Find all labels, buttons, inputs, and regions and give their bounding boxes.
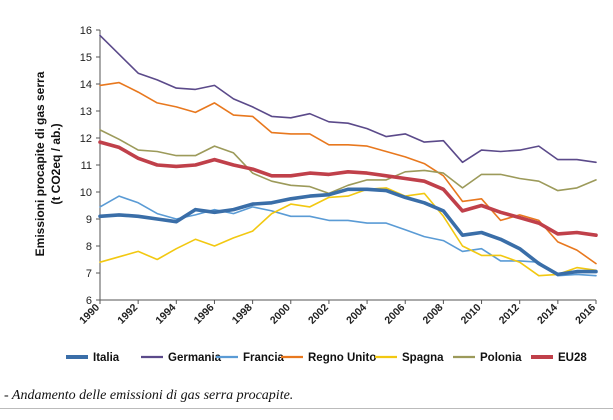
figure-caption: - Andamento delle emissioni di gas serra…: [4, 388, 294, 403]
legend-label: EU28: [558, 352, 587, 364]
emissions-line-chart: 6 7 8 9 10 11 12 13 14 15 16 1990 1992 1994 1996 1998 2…: [33, 25, 598, 364]
x-tick-label: 2006: [382, 302, 407, 327]
y-tick-label: 7: [86, 268, 92, 280]
x-axis: 1990 1992 1994 1996 1998 2000 2002 2004 2006 2008…: [77, 299, 598, 327]
legend-label: Spagna: [402, 352, 444, 364]
x-tick-label: 2002: [306, 302, 331, 327]
y-tick-label: 10: [80, 187, 92, 199]
x-tick-label: 1992: [115, 302, 140, 327]
caption-divider: [0, 408, 613, 409]
x-tick-label: 2016: [573, 302, 598, 327]
y-tick-label: 16: [80, 25, 92, 37]
x-tick-label: 1994: [153, 302, 178, 327]
y-axis: 6 7 8 9 10 11 12 13 14 15 16: [80, 25, 101, 307]
x-tick-label: 2010: [459, 302, 484, 327]
x-tick-label: 2004: [344, 302, 369, 327]
legend-label: Regno Unito: [308, 352, 376, 364]
legend-label: Polonia: [480, 352, 522, 364]
y-tick-label: 15: [80, 52, 92, 64]
legend-label: Italia: [93, 352, 120, 364]
series-line-polonia: [99, 129, 597, 195]
y-tick-label: 14: [80, 79, 92, 91]
x-tick-label: 2008: [421, 302, 446, 327]
y-axis-title-line1: Emissioni procapite di gas serra: [33, 71, 47, 256]
y-tick-label: 8: [86, 241, 92, 253]
x-tick-label: 1990: [77, 302, 102, 327]
x-tick-label: 1996: [192, 302, 217, 327]
y-tick-label: 13: [80, 106, 92, 118]
x-tick-label: 1998: [230, 302, 255, 327]
x-tick-label: 2000: [268, 302, 293, 327]
x-tick-label: 2012: [497, 302, 522, 327]
series-line-eu28: [98, 140, 598, 237]
series-line-italia: [98, 187, 598, 277]
series-line-germania: [99, 34, 597, 164]
x-tick-label: 2014: [535, 302, 560, 327]
legend-label: Germania: [168, 352, 222, 364]
y-tick-label: 9: [86, 214, 92, 226]
series-lines: [98, 34, 598, 277]
series-line-spagna: [99, 187, 597, 277]
y-tick-label: 6: [86, 295, 92, 307]
legend-label: Francia: [243, 352, 285, 364]
y-tick-label: 12: [80, 133, 92, 145]
y-axis-title-line2: (t CO2eq / ab.): [49, 123, 63, 204]
legend: Italia Germania Francia Regno Unito Spagna Po…: [66, 352, 587, 364]
y-tick-label: 11: [81, 160, 92, 172]
